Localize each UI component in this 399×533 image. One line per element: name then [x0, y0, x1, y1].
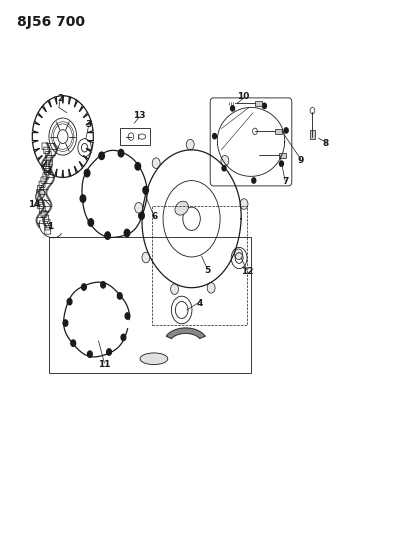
Circle shape [263, 103, 267, 109]
Circle shape [99, 152, 105, 159]
Text: 8: 8 [322, 139, 329, 148]
Circle shape [117, 293, 122, 299]
FancyBboxPatch shape [310, 130, 315, 139]
Ellipse shape [175, 201, 188, 215]
Circle shape [81, 284, 86, 290]
Circle shape [207, 282, 215, 293]
Text: 7: 7 [282, 177, 288, 186]
Circle shape [124, 229, 130, 237]
Circle shape [105, 232, 111, 239]
Circle shape [87, 351, 92, 357]
Text: 14: 14 [28, 200, 40, 209]
Circle shape [84, 169, 90, 177]
Text: 3: 3 [85, 120, 92, 129]
Circle shape [284, 128, 288, 133]
Polygon shape [166, 328, 205, 338]
FancyBboxPatch shape [255, 101, 262, 106]
Text: 13: 13 [133, 111, 146, 120]
Circle shape [118, 149, 124, 157]
Ellipse shape [36, 190, 45, 200]
Text: 5: 5 [204, 266, 211, 275]
Circle shape [107, 349, 111, 355]
Text: 1: 1 [47, 222, 53, 231]
Circle shape [186, 139, 194, 150]
Circle shape [135, 163, 140, 170]
Circle shape [221, 156, 229, 166]
Circle shape [252, 178, 256, 183]
FancyBboxPatch shape [279, 152, 286, 158]
Bar [152, 206, 247, 325]
Circle shape [279, 161, 283, 166]
Bar [49, 237, 251, 373]
Text: 2: 2 [57, 94, 63, 103]
Text: 11: 11 [98, 360, 111, 368]
Circle shape [240, 199, 248, 209]
Circle shape [121, 334, 126, 341]
Circle shape [213, 133, 217, 139]
Text: 6: 6 [152, 212, 158, 221]
Circle shape [71, 340, 75, 346]
Circle shape [88, 219, 94, 226]
Text: 9: 9 [298, 156, 304, 165]
Text: 4: 4 [196, 299, 203, 308]
Text: 12: 12 [241, 268, 253, 276]
Text: 8J56 700: 8J56 700 [17, 14, 85, 29]
Circle shape [222, 166, 226, 171]
Text: 10: 10 [237, 92, 249, 101]
Circle shape [80, 195, 86, 203]
Circle shape [231, 106, 235, 111]
Circle shape [135, 203, 142, 213]
FancyBboxPatch shape [275, 128, 282, 134]
Circle shape [171, 284, 178, 294]
Circle shape [139, 212, 144, 220]
Circle shape [152, 158, 160, 168]
Circle shape [143, 187, 148, 194]
Circle shape [235, 249, 243, 260]
Circle shape [125, 313, 130, 319]
Ellipse shape [140, 353, 168, 365]
Circle shape [101, 281, 105, 288]
Circle shape [63, 320, 68, 326]
Circle shape [67, 298, 72, 305]
Circle shape [142, 252, 150, 263]
